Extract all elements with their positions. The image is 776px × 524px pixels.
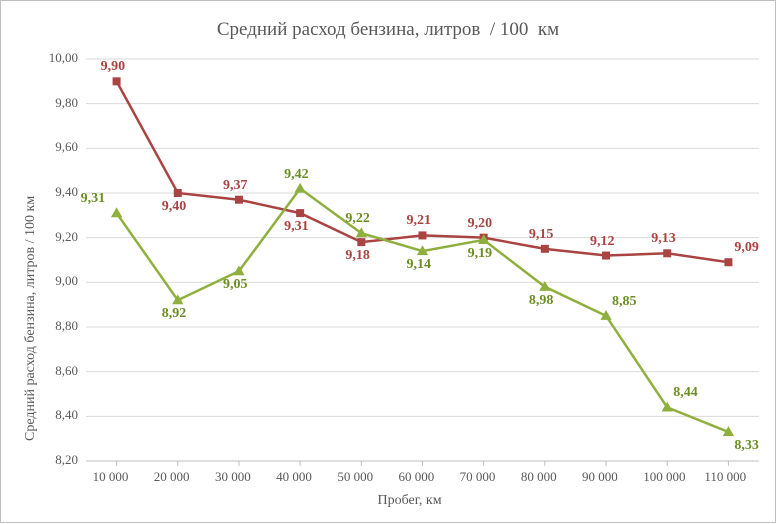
- y-tick-label: 9,00: [55, 273, 78, 289]
- x-tick-label: 10 000: [93, 469, 129, 485]
- data-label: 9,15: [529, 227, 554, 243]
- y-tick-label: 9,20: [55, 229, 78, 245]
- data-label: 9,37: [223, 178, 248, 194]
- data-label: 9,31: [284, 219, 309, 235]
- x-tick-label: 100 000: [643, 469, 685, 485]
- data-label: 9,31: [81, 191, 106, 207]
- data-label: 9,12: [590, 234, 615, 250]
- y-tick-label: 8,20: [55, 452, 78, 468]
- x-tick-label: 70 000: [460, 469, 496, 485]
- y-tick-label: 9,80: [55, 95, 78, 111]
- data-label: 9,19: [468, 246, 493, 262]
- data-label: 9,09: [734, 240, 759, 256]
- chart-container: Средний расход бензина, литров / 100 км …: [0, 0, 776, 523]
- x-tick-label: 60 000: [399, 469, 435, 485]
- y-tick-label: 9,60: [55, 139, 78, 155]
- x-tick-label: 20 000: [154, 469, 190, 485]
- x-tick-label: 80 000: [521, 469, 557, 485]
- data-label: 9,22: [345, 211, 370, 227]
- y-tick-label: 8,40: [55, 407, 78, 423]
- data-label: 8,85: [612, 294, 637, 310]
- data-label: 8,98: [529, 293, 554, 309]
- data-label: 8,33: [734, 438, 759, 454]
- chart-plot: [1, 1, 776, 524]
- y-tick-label: 8,80: [55, 318, 78, 334]
- data-label: 9,90: [101, 59, 126, 75]
- x-tick-label: 90 000: [582, 469, 618, 485]
- data-label: 9,40: [162, 199, 187, 215]
- data-label: 8,92: [162, 306, 187, 322]
- x-tick-label: 30 000: [215, 469, 251, 485]
- data-label: 9,13: [651, 231, 676, 247]
- data-label: 8,44: [673, 385, 698, 401]
- data-label: 9,20: [468, 216, 493, 232]
- data-label: 9,14: [407, 257, 432, 273]
- y-tick-label: 9,40: [55, 184, 78, 200]
- data-label: 9,42: [284, 167, 309, 183]
- x-tick-label: 110 000: [704, 469, 746, 485]
- y-tick-label: 10,00: [49, 50, 78, 66]
- data-label: 9,21: [407, 213, 432, 229]
- data-label: 9,05: [223, 277, 248, 293]
- x-tick-label: 50 000: [337, 469, 373, 485]
- data-label: 9,18: [345, 248, 370, 264]
- y-tick-label: 8,60: [55, 363, 78, 379]
- x-tick-label: 40 000: [276, 469, 312, 485]
